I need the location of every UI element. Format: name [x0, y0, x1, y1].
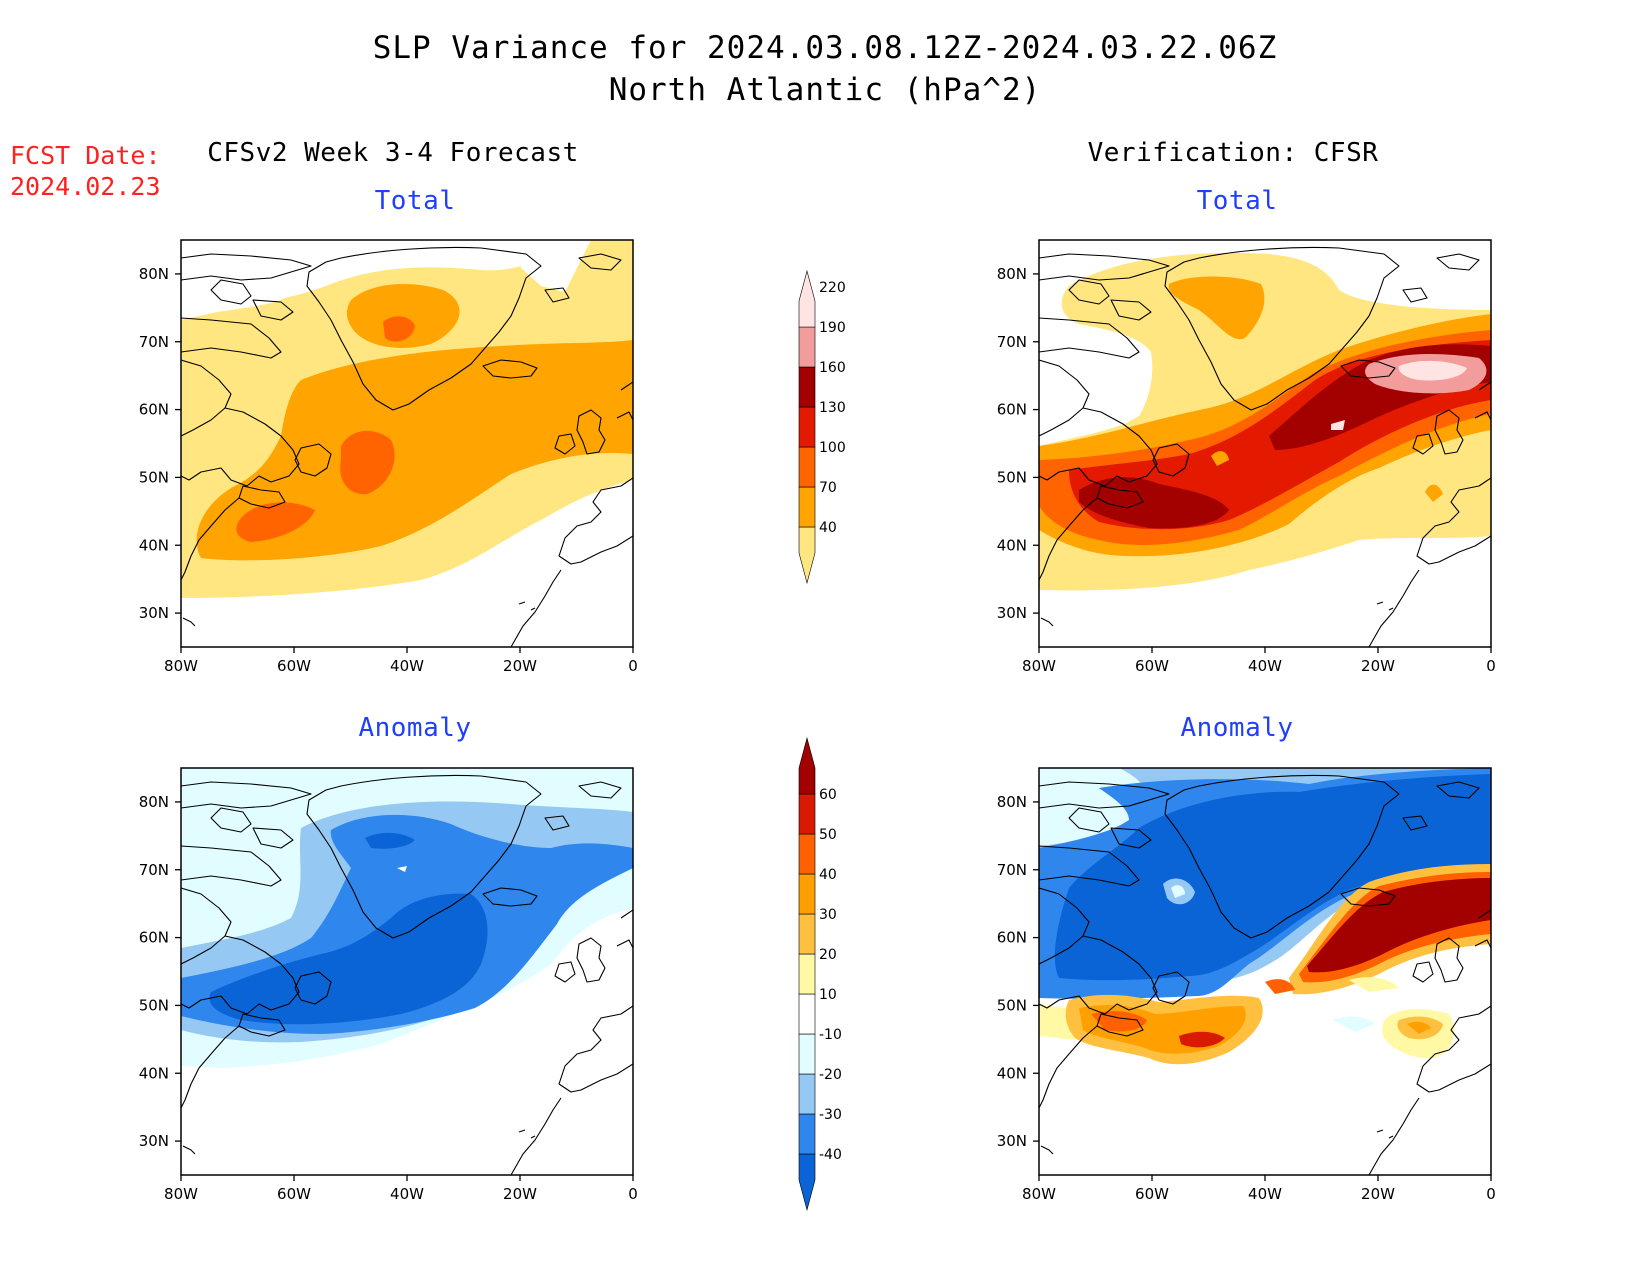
forecast-anomaly-title: Anomaly	[358, 713, 472, 743]
lat-tick-label: 60N	[139, 929, 169, 947]
lon-tick-label: 80W	[1022, 1185, 1056, 1203]
lon-tick-label: 60W	[1135, 1185, 1169, 1203]
forecast-column-title: CFSv2 Week 3-4 Forecast	[207, 138, 579, 168]
lat-tick-label: 70N	[997, 861, 1027, 879]
lat-tick-label: 40N	[139, 536, 169, 554]
anomaly-colorbar-bin	[798, 1153, 816, 1212]
lat-tick-label: 80N	[139, 265, 169, 283]
lat-tick-label: 80N	[997, 793, 1027, 811]
lat-tick-label: 50N	[997, 996, 1027, 1014]
lat-tick-label: 50N	[139, 468, 169, 486]
fcst-date-block: FCST Date: 2024.02.23	[10, 140, 161, 202]
anomaly-colorbar-bin	[798, 1033, 816, 1075]
anomaly-colorbar-bin	[798, 1113, 816, 1155]
total-colorbar-label: 70	[819, 480, 837, 496]
lat-tick-label: 30N	[139, 1132, 169, 1150]
anomaly-colorbar-bin	[798, 793, 816, 835]
total-colorbar-bin	[798, 406, 816, 448]
forecast-total-title: Total	[374, 186, 456, 216]
lat-tick-label: 70N	[139, 333, 169, 351]
lat-tick-label: 80N	[997, 265, 1027, 283]
lat-tick-label: 40N	[139, 1064, 169, 1082]
total-colorbar-bin	[798, 326, 816, 368]
total-colorbar-bin	[798, 486, 816, 528]
anomaly-colorbar-label: -20	[819, 1067, 842, 1083]
lat-tick-label: 40N	[997, 1064, 1027, 1082]
lon-tick-label: 60W	[277, 657, 311, 675]
anomaly-colorbar-bin	[798, 913, 816, 955]
lon-tick-label: 60W	[277, 1185, 311, 1203]
total-colorbar-label: 190	[819, 320, 846, 336]
total-colorbar: 40 70 100 130 160 190 220	[798, 269, 846, 585]
lon-tick-label: 0	[1486, 1185, 1496, 1203]
anomaly-colorbar-bin	[798, 736, 816, 795]
lon-tick-label: 0	[1486, 657, 1496, 675]
lat-tick-label: 60N	[997, 401, 1027, 419]
lon-tick-label: 20W	[1361, 657, 1395, 675]
anomaly-colorbar-label: 50	[819, 827, 837, 843]
lon-tick-label: 80W	[164, 657, 198, 675]
lon-tick-label: 0	[628, 1185, 638, 1203]
anomaly-colorbar-label: -10	[819, 1027, 842, 1043]
total-colorbar-bin	[798, 269, 816, 328]
lon-tick-label: 20W	[1361, 1185, 1395, 1203]
verification-anomaly-map	[1038, 767, 1492, 1176]
fcst-date-label: FCST Date:	[10, 141, 161, 170]
anomaly-colorbar-label: 40	[819, 867, 837, 883]
total-colorbar-bin	[798, 446, 816, 488]
verification-anomaly-title: Anomaly	[1180, 713, 1294, 743]
total-colorbar-label: 160	[819, 360, 846, 376]
forecast-anomaly-map	[180, 767, 634, 1176]
anomaly-colorbar-bin	[798, 873, 816, 915]
main-subtitle: North Atlantic (hPa^2)	[608, 72, 1042, 108]
anomaly-colorbar-label: 20	[819, 947, 837, 963]
lon-tick-label: 0	[628, 657, 638, 675]
lon-tick-label: 60W	[1135, 657, 1169, 675]
verification-column-title: Verification: CFSR	[1087, 138, 1379, 168]
axes-layer: 80W 60W 40W 20W 0 80N 70N 60N 50N 40N 30N 80W 60W 40W…	[139, 265, 1496, 1203]
lat-tick-label: 70N	[997, 333, 1027, 351]
lat-tick-label: 30N	[997, 1132, 1027, 1150]
lon-tick-label: 40W	[390, 1185, 424, 1203]
total-colorbar-bin	[798, 526, 816, 585]
total-colorbar-label: 130	[819, 400, 846, 416]
total-colorbar-label: 100	[819, 440, 846, 456]
anomaly-colorbar-label: -30	[819, 1107, 842, 1123]
lat-tick-label: 30N	[997, 604, 1027, 622]
lon-tick-label: 40W	[1248, 657, 1282, 675]
lon-tick-label: 80W	[164, 1185, 198, 1203]
verification-total-map	[1038, 239, 1492, 648]
anomaly-colorbar-label: -40	[819, 1147, 842, 1163]
anomaly-colorbar-label: 30	[819, 907, 837, 923]
total-colorbar-bin	[798, 366, 816, 408]
anomaly-colorbar-bin	[798, 1073, 816, 1115]
lat-tick-label: 30N	[139, 604, 169, 622]
anomaly-colorbar-label: 10	[819, 987, 837, 1003]
lon-tick-label: 40W	[390, 657, 424, 675]
lat-tick-label: 50N	[997, 468, 1027, 486]
anomaly-colorbar-bin	[798, 993, 816, 1035]
anomaly-colorbar: -40 -30 -20 -10 10 20 30 40 50 60	[798, 736, 842, 1212]
lat-tick-label: 70N	[139, 861, 169, 879]
main-title: SLP Variance for 2024.03.08.12Z-2024.03.…	[372, 30, 1278, 66]
fcst-date-value: 2024.02.23	[10, 172, 161, 201]
lon-tick-label: 20W	[503, 1185, 537, 1203]
lat-tick-label: 60N	[139, 401, 169, 419]
lon-tick-label: 80W	[1022, 657, 1056, 675]
lat-tick-label: 60N	[997, 929, 1027, 947]
lat-tick-label: 50N	[139, 996, 169, 1014]
anomaly-colorbar-bin	[798, 953, 816, 995]
anomaly-colorbar-bin	[798, 833, 816, 875]
total-colorbar-label: 40	[819, 520, 837, 536]
lon-tick-label: 40W	[1248, 1185, 1282, 1203]
anomaly-colorbar-label: 60	[819, 787, 837, 803]
lon-tick-label: 20W	[503, 657, 537, 675]
total-colorbar-label: 220	[819, 280, 846, 296]
lat-tick-label: 80N	[139, 793, 169, 811]
forecast-total-map	[180, 239, 634, 648]
verification-total-title: Total	[1196, 186, 1278, 216]
lat-tick-label: 40N	[997, 536, 1027, 554]
